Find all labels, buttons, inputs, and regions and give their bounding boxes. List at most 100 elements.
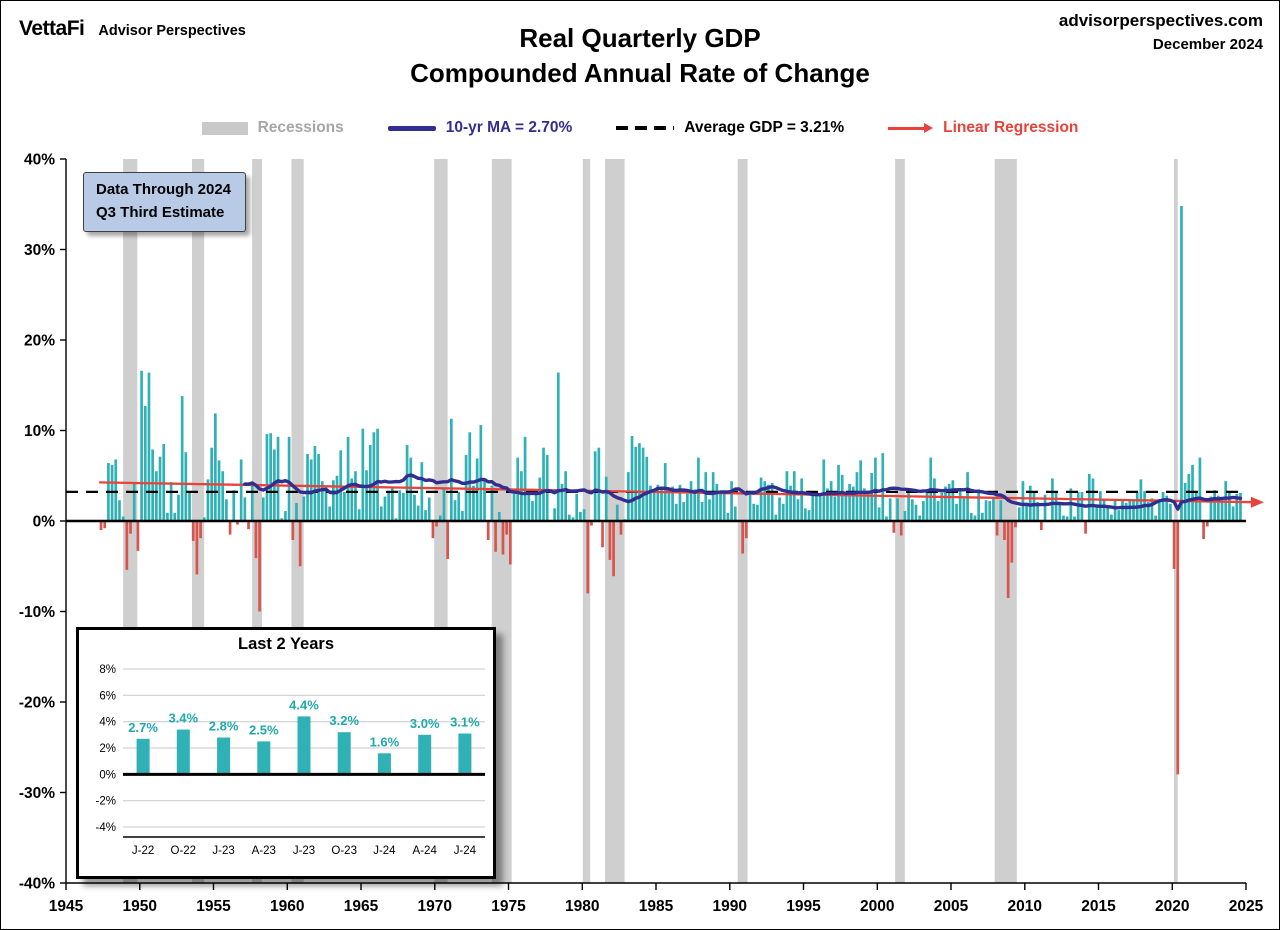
gdp-quarter-bar — [114, 459, 118, 521]
gdp-quarter-bar — [1205, 521, 1209, 527]
gdp-quarter-bar — [188, 492, 191, 521]
gdp-quarter-bar — [826, 488, 829, 521]
gdp-quarter-bar — [449, 418, 453, 521]
gdp-quarter-bar — [394, 518, 398, 521]
gdp-quarter-bar — [1017, 507, 1021, 521]
gdp-quarter-bar — [870, 473, 874, 521]
gdp-quarter-bar — [567, 514, 571, 521]
gdp-quarter-bar — [269, 433, 273, 521]
y-tick-label: 30% — [24, 242, 55, 259]
gdp-quarter-bar — [527, 493, 531, 521]
gdp-quarter-bar — [291, 521, 295, 540]
x-tick-label: 1950 — [123, 898, 157, 915]
gdp-quarter-bar — [807, 510, 811, 521]
gdp-quarter-bar — [202, 517, 206, 521]
gdp-quarter-bar — [992, 498, 995, 522]
gdp-quarter-bar — [763, 481, 767, 521]
inset-bar-value-label: 3.1% — [450, 715, 480, 730]
gdp-quarter-bar — [169, 482, 173, 521]
x-tick-label: 1965 — [344, 898, 379, 915]
x-tick-label: 1945 — [49, 898, 84, 915]
gdp-quarter-bar — [320, 481, 324, 521]
title-line-2: Compounded Annual Rate of Change — [410, 58, 870, 88]
gdp-quarter-bar — [833, 496, 837, 521]
inset-bar-value-label: 2.5% — [249, 722, 279, 737]
gdp-quarter-bar — [649, 485, 652, 521]
gdp-quarter-bar — [368, 444, 372, 521]
gdp-quarter-bar — [940, 492, 944, 521]
gdp-quarter-bar — [427, 497, 431, 521]
gdp-quarter-bar — [501, 521, 505, 555]
gdp-quarter-bar — [1187, 473, 1191, 521]
gdp-quarter-bar — [287, 436, 291, 521]
gdp-quarter-bar — [748, 492, 752, 521]
y-tick-label: -10% — [19, 604, 55, 621]
gdp-quarter-bar — [177, 494, 180, 521]
gdp-quarter-bar — [1198, 457, 1202, 521]
gdp-quarter-bar — [914, 504, 918, 521]
y-tick-label: 20% — [24, 333, 55, 350]
gdp-quarter-bar — [553, 508, 556, 521]
gdp-quarter-bar — [1228, 492, 1231, 521]
regression-arrowhead-swatch — [924, 123, 934, 133]
inset-gdp-bar — [337, 732, 351, 775]
inset-y-tick-label: -2% — [96, 796, 116, 808]
gdp-quarter-bar — [899, 521, 903, 536]
gdp-quarter-bar — [239, 459, 243, 521]
ma-line-swatch-icon — [387, 125, 436, 131]
gdp-quarter-bar — [1169, 503, 1172, 521]
gdp-quarter-bar — [435, 521, 438, 527]
source-block: advisorperspectives.com December 2024 — [1059, 11, 1263, 53]
inset-x-tick-label: O-23 — [331, 845, 357, 857]
gdp-quarter-bar — [1180, 206, 1183, 521]
ten-year-ma-line — [243, 473, 1243, 511]
callout-line-2: Q3 Third Estimate — [96, 203, 225, 221]
inset-x-tick-label: J-23 — [212, 845, 234, 857]
gdp-quarter-bar — [306, 454, 309, 521]
gdp-quarter-bar — [350, 478, 354, 521]
gdp-quarter-bar — [641, 447, 645, 521]
gdp-quarter-bar — [357, 509, 361, 521]
gdp-quarter-bar — [933, 478, 936, 521]
y-tick-label: -40% — [19, 876, 55, 893]
gdp-quarter-bar — [575, 493, 579, 521]
inset-y-tick-label: -4% — [96, 822, 116, 834]
gdp-quarter-bar — [560, 483, 564, 521]
gdp-quarter-bar — [885, 516, 888, 521]
gdp-quarter-bar — [638, 443, 641, 521]
gdp-quarter-bar — [700, 502, 704, 521]
gdp-quarter-bar — [615, 504, 619, 521]
gdp-quarter-bar — [376, 428, 379, 521]
title-line-1: Real Quarterly GDP — [519, 23, 761, 53]
x-tick-label: 1970 — [418, 898, 452, 915]
gdp-quarter-bar — [693, 489, 697, 521]
gdp-quarter-bar — [1216, 495, 1220, 521]
gdp-quarter-bar — [1239, 492, 1242, 521]
gdp-quarter-bar — [1058, 504, 1062, 521]
gdp-quarter-bar — [173, 512, 177, 521]
gdp-quarter-bar — [995, 521, 999, 536]
gdp-quarter-bar — [335, 475, 339, 521]
gdp-quarter-bar — [258, 521, 261, 612]
gdp-quarter-bar — [730, 481, 733, 521]
gdp-quarter-bar — [1113, 499, 1117, 521]
gdp-quarter-bar — [136, 521, 140, 551]
gdp-quarter-bar — [158, 456, 162, 521]
inset-gdp-bar — [257, 741, 271, 775]
regression-arrowhead — [1250, 496, 1264, 508]
gdp-quarter-bar — [818, 494, 822, 521]
inset-y-tick-label: 6% — [99, 690, 116, 702]
gdp-quarter-bar — [829, 481, 833, 521]
gdp-quarter-bar — [132, 482, 136, 521]
gdp-quarter-bar — [1146, 502, 1150, 521]
gdp-quarter-bar — [457, 492, 461, 521]
gdp-quarter-bar — [896, 498, 899, 522]
gdp-quarter-bar — [1006, 521, 1010, 598]
gdp-quarter-bar — [151, 449, 155, 521]
gdp-quarter-bar — [379, 506, 383, 521]
gdp-quarter-bar — [862, 488, 866, 521]
gdp-quarter-bar — [1110, 514, 1113, 521]
gdp-quarter-bar — [431, 521, 435, 539]
average-line-swatch-icon — [616, 126, 675, 130]
gdp-quarter-bar — [678, 484, 682, 521]
